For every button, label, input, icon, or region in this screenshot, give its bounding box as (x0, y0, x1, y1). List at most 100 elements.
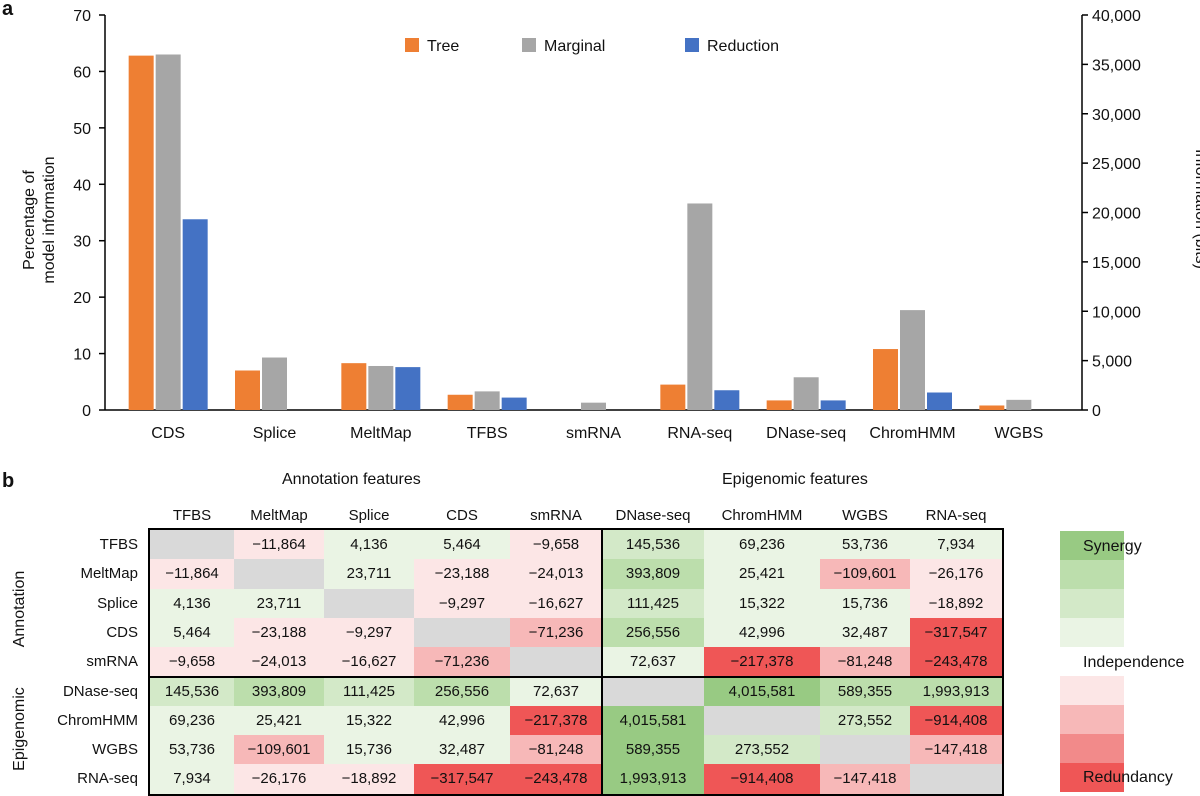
bar-marginal (1006, 399, 1032, 410)
heatmap-cell: 53,736 (150, 735, 234, 765)
heatmap-cell: 15,736 (820, 588, 910, 618)
legend-color-swatch (1060, 589, 1124, 618)
heatmap-cell: −109,601 (234, 735, 324, 765)
heatmap-row-label: CDS (106, 623, 138, 641)
heatmap-cell: 15,322 (324, 705, 414, 736)
heatmap-cell: 53,736 (820, 530, 910, 560)
heatmap-cell: 111,425 (602, 588, 704, 618)
x-tick-label: smRNA (566, 425, 621, 442)
bar-tree (979, 405, 1005, 410)
y-tick-label-right: 10,000 (1092, 304, 1141, 321)
side-label-epigenomic: Epigenomic (11, 687, 28, 771)
x-tick-label: WGBS (994, 425, 1043, 442)
bar-marginal (581, 402, 606, 410)
y-tick-label-left: 20 (73, 290, 91, 307)
legend-label-tree: Tree (427, 38, 459, 55)
bar-marginal (155, 54, 181, 410)
heatmap-cell: 72,637 (510, 676, 602, 706)
legend-redundancy-label: Redundancy (1083, 769, 1173, 786)
heatmap-cell: 4,015,581 (704, 676, 820, 706)
heatmap-cell: −9,658 (150, 647, 234, 677)
legend-label-marginal: Marginal (544, 38, 605, 55)
bar-marginal (687, 203, 713, 410)
heatmap-cell: 145,536 (150, 676, 234, 706)
heatmap-cell: −23,188 (414, 559, 510, 589)
heatmap-cell: 273,552 (704, 735, 820, 765)
legend-synergy-label: Synergy (1083, 538, 1142, 555)
heatmap-column-label: TFBS (172, 507, 212, 524)
heatmap-cell: −914,408 (704, 764, 820, 794)
x-tick-label: Splice (253, 425, 297, 442)
heatmap-row-label: WGBS (92, 741, 138, 759)
heatmap-cell: −147,418 (910, 735, 1002, 765)
matrix-vertical-divider (601, 530, 603, 794)
heatmap-cell: −243,478 (910, 647, 1002, 677)
heatmap-cell: 273,552 (820, 705, 910, 736)
panel-label-a: a (2, 0, 14, 20)
bar-tree (873, 349, 898, 410)
heatmap-column-label: CDS (446, 507, 478, 524)
heatmap-column-label: DNase-seq (615, 507, 691, 524)
heatmap-cell: 23,711 (234, 588, 324, 618)
bar-marginal (900, 310, 925, 410)
heatmap-cell: −81,248 (820, 647, 910, 677)
heatmap-row-label: Splice (97, 594, 138, 612)
panel-label-b: b (2, 470, 15, 492)
bar-tree (341, 363, 367, 410)
heatmap-cell: −24,013 (234, 647, 324, 677)
heatmap-cell: 589,355 (820, 676, 910, 706)
y-tick-label-right: 35,000 (1092, 57, 1141, 74)
bar-reduction (395, 367, 421, 410)
heatmap-cell (510, 647, 602, 677)
heatmap-column-label: WGBS (842, 507, 888, 524)
y-axis-title-left: Percentage of model information (21, 156, 58, 284)
heatmap-cell: 15,322 (704, 588, 820, 618)
heatmap-cell: −11,864 (234, 530, 324, 560)
heatmap-cell: 393,809 (234, 676, 324, 706)
heatmap-cell: 1,993,913 (602, 764, 704, 794)
y-tick-label-left: 40 (73, 177, 91, 194)
heatmap-cell: 4,015,581 (602, 705, 704, 736)
legend-color-swatch (1060, 705, 1124, 734)
heatmap-column-label: smRNA (530, 507, 582, 524)
legend-label-reduction: Reduction (707, 38, 779, 55)
y-tick-label-left: 50 (73, 121, 91, 138)
bar-reduction (501, 397, 527, 410)
bar-marginal (793, 377, 819, 410)
heatmap-cell: −243,478 (510, 764, 602, 794)
heatmap-column-label: RNA-seq (925, 507, 987, 524)
heatmap-cell (910, 764, 1002, 794)
bar-tree (235, 370, 260, 410)
heatmap-cell: −18,892 (910, 588, 1002, 618)
heatmap-cell (150, 530, 234, 560)
heatmap-cell: 23,711 (324, 559, 414, 589)
heatmap-cell: 111,425 (324, 676, 414, 706)
bar-marginal (262, 357, 287, 410)
legend-color-swatch (1060, 560, 1124, 589)
bar-reduction (820, 400, 846, 410)
heatmap-cell: 69,236 (150, 705, 234, 736)
y-tick-label-left: 70 (73, 8, 91, 25)
legend-swatch-tree (405, 38, 419, 52)
heatmap-cell: −18,892 (324, 764, 414, 794)
heatmap-row-label: DNase-seq (62, 682, 138, 700)
heatmap-cell: −217,378 (510, 705, 602, 736)
legend-swatch-marginal (522, 38, 536, 52)
legend-independence-label: Independence (1083, 654, 1185, 671)
matrix-horizontal-divider (150, 675, 1002, 678)
heatmap-cell: 42,996 (414, 705, 510, 736)
x-tick-label: MeltMap (350, 425, 411, 442)
heatmap-cell: 25,421 (234, 705, 324, 736)
heatmap-cell: 393,809 (602, 559, 704, 589)
heatmap-cell (414, 617, 510, 648)
heatmap-cell: −109,601 (820, 559, 910, 589)
y-tick-label-left: 60 (73, 64, 91, 81)
bar-reduction (714, 390, 740, 410)
heatmap-cell: −317,547 (910, 617, 1002, 648)
bar-tree (447, 394, 473, 410)
group-title-epigenomic: Epigenomic features (722, 471, 868, 488)
heatmap-cell: 15,736 (324, 735, 414, 765)
heatmap-cell: −71,236 (414, 647, 510, 677)
heatmap-cell: 5,464 (150, 617, 234, 648)
heatmap-cell: 32,487 (820, 617, 910, 648)
